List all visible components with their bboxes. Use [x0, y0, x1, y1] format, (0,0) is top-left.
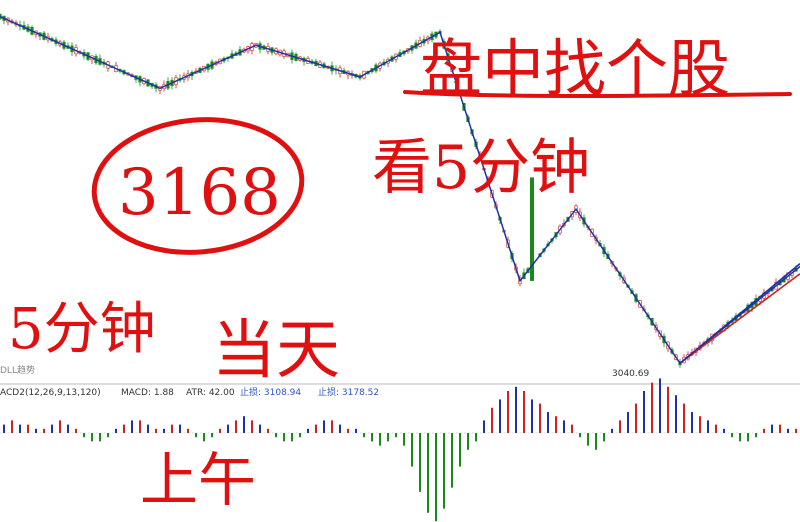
macd-value-label: MACD: 1.88: [121, 388, 174, 398]
take-profit-label: 止损: 3178.52: [318, 386, 379, 398]
trend-line-1: [679, 263, 800, 364]
note-underline: [403, 90, 792, 98]
indicator-header: ACD2(12,26,9,13,120): [0, 388, 101, 398]
note-bottom-mid: 上午: [140, 446, 256, 514]
note-top-right-line2: 看5分钟: [372, 133, 590, 203]
handwritten-annotations: 盘中找个股 看5分钟 3168 5分钟 当天 上午: [8, 32, 792, 514]
trend-lines: [679, 263, 800, 364]
candle-body: [530, 177, 534, 281]
overlay-label: DLL趋势: [0, 364, 35, 376]
macd-histogram: [3, 378, 797, 522]
atr-value-label: ATR: 42.00: [186, 388, 235, 398]
stop-loss-label: 止损: 3108.94: [240, 386, 301, 398]
zigzag-line: [0, 15, 800, 365]
note-circled-number: 3168: [118, 156, 281, 230]
low-price-label: 3040.69: [612, 369, 649, 379]
note-circle: [91, 117, 305, 255]
note-bottom-left-a: 5分钟: [8, 297, 156, 362]
note-bottom-left-b: 当天: [212, 314, 340, 388]
trend-line-0: [679, 273, 800, 364]
